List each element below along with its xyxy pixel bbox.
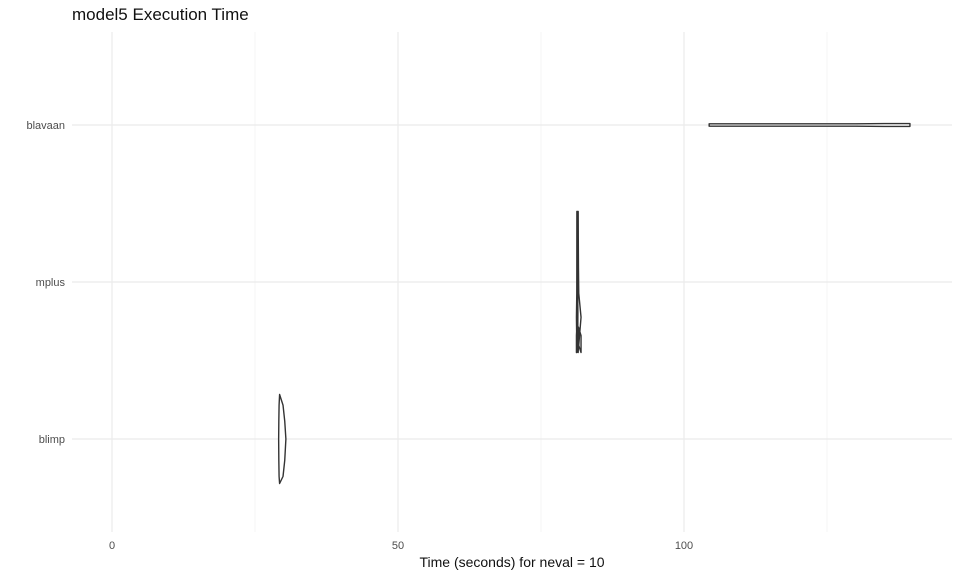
x-axis-tick-labels: 0 50 100 xyxy=(109,540,693,552)
x-tick-label: 50 xyxy=(392,540,404,552)
x-axis-title: Time (seconds) for neval = 10 xyxy=(419,554,604,570)
y-tick-label-blavaan: blavaan xyxy=(26,120,65,132)
violins xyxy=(277,122,911,485)
y-tick-label-mplus: mplus xyxy=(36,277,66,289)
x-tick-label: 100 xyxy=(675,540,693,552)
violin-blimp xyxy=(277,393,287,485)
x-tick-label: 0 xyxy=(109,540,115,552)
y-tick-label-blimp: blimp xyxy=(39,434,65,446)
violin-blavaan xyxy=(708,122,911,128)
chart-title: model5 Execution Time xyxy=(72,5,249,24)
y-axis-tick-labels: blavaan mplus blimp xyxy=(26,120,65,446)
major-gridlines xyxy=(72,32,952,532)
violin-mplus xyxy=(575,210,582,354)
